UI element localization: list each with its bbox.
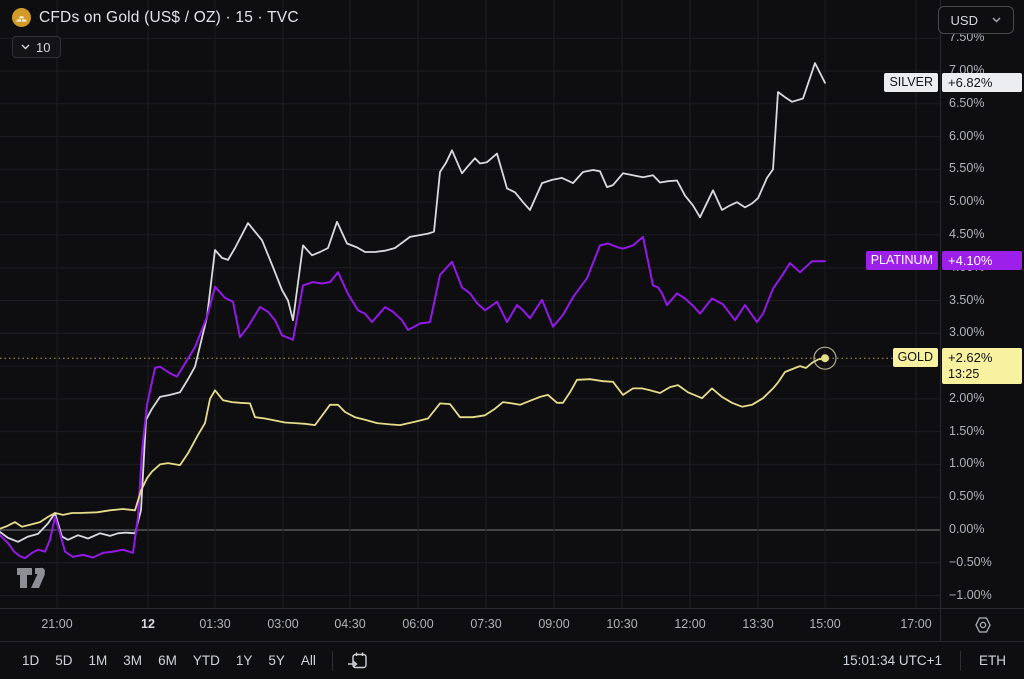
price-axis-label: 3.50% [949,292,985,307]
symbol-title[interactable]: CFDs on Gold (US$ / OZ) · 15 · TVC [39,8,299,26]
indicator-value: 10 [36,39,51,55]
range-button-1m[interactable]: 1M [81,648,116,673]
date-range-buttons: 1D 5D 1M 3M 6M YTD 1Y 5Y All [14,648,324,673]
axis-settings-gear-icon[interactable] [974,616,992,634]
last-value-marker[interactable] [821,354,829,363]
badge-change-percent: +2.62% [948,350,993,366]
time-axis-label: 03:00 [267,617,299,631]
gold-series-line[interactable] [0,357,826,530]
price-axis-label: −1.00% [949,587,992,602]
go-to-date-button[interactable] [341,647,374,675]
price-axis-label: 5.00% [949,194,985,209]
tradingview-logo-icon [17,567,45,588]
price-axis-label: 6.50% [949,95,985,110]
symbol-header: CFDs on Gold (US$ / OZ) · 15 · TVC [12,8,299,27]
price-axis-label: 1.50% [949,423,985,438]
price-axis-label: 4.50% [949,226,985,241]
price-axis-label: −0.50% [949,554,992,569]
toolbar-divider [960,650,961,671]
price-axis-label: 2.00% [949,390,985,405]
chevron-down-icon [992,17,1001,23]
time-axis-label: 21:00 [41,617,73,631]
time-axis-label: 06:00 [402,617,434,631]
currency-dropdown[interactable]: USD [937,6,1014,34]
platinum-value-badge[interactable]: +4.10% [942,251,1022,271]
price-axis-label: 5.50% [949,161,985,176]
price-axis-label: 0.50% [949,489,985,504]
silver-series-line[interactable] [0,62,826,543]
chart-canvas[interactable] [0,0,940,608]
range-button-1y[interactable]: 1Y [228,648,261,673]
platinum-name-badge[interactable]: PLATINUM [865,251,938,271]
eth-toggle[interactable]: ETH [979,653,1006,668]
time-axis-label: 07:30 [470,617,502,631]
range-button-ytd[interactable]: YTD [185,648,228,673]
time-axis-label: 09:00 [538,617,570,631]
gold-symbol-icon [12,8,31,27]
time-axis-label: 17:00 [900,617,932,631]
silver-value-badge[interactable]: +6.82% [942,72,1022,92]
badge-change-percent: +4.10% [948,253,993,269]
time-axis-label: 12 [141,617,155,631]
silver-name-badge[interactable]: SILVER [884,72,938,92]
range-button-5d[interactable]: 5D [47,648,80,673]
axis-settings-corner[interactable] [940,608,1024,641]
bottom-toolbar: 1D 5D 1M 3M 6M YTD 1Y 5Y All 15:01:34 UTC+1 ETH [0,641,1024,679]
platinum-series-line[interactable] [0,235,826,560]
currency-value: USD [950,12,978,28]
badge-time: 13:25 [948,367,980,382]
time-axis-label: 01:30 [199,617,231,631]
indicator-value-button[interactable]: 10 [12,36,62,58]
range-button-5y[interactable]: 5Y [260,648,293,673]
time-axis-label: 15:00 [809,617,841,631]
gold-value-badge[interactable]: +2.62% 13:25 [942,348,1022,385]
time-axis-label: 13:30 [742,617,774,631]
price-axis-label: 3.00% [949,325,985,340]
session-clock[interactable]: 15:01:34 UTC+1 [842,653,942,668]
range-button-1d[interactable]: 1D [14,648,47,673]
price-axis-label: 0.00% [949,522,985,536]
calendar-arrow-icon [347,652,367,668]
chevron-down-icon [21,44,30,50]
price-axis-label: 6.00% [949,128,985,143]
time-axis[interactable]: 21:00 12 01:30 03:00 04:30 06:00 07:30 09:00 10:… [0,608,940,641]
time-axis-label: 10:30 [606,617,638,631]
chart-plot-area[interactable] [0,0,1024,608]
gold-name-badge[interactable]: GOLD [892,348,938,368]
last-value-halo [813,346,837,370]
range-button-all[interactable]: All [293,648,324,673]
toolbar-right: 15:01:34 UTC+1 ETH [833,650,1010,671]
range-button-3m[interactable]: 3M [115,648,150,673]
toolbar-divider [331,650,333,671]
time-axis-label: 12:00 [674,617,706,631]
range-button-6m[interactable]: 6M [150,648,185,673]
badge-change-percent: +6.82% [948,74,993,90]
price-axis-label: 1.00% [949,456,985,471]
price-axis[interactable]: 7.50%7.00%6.50%6.00%5.50%5.00%4.50%4.00%… [940,0,1024,641]
time-axis-label: 04:30 [334,617,366,631]
